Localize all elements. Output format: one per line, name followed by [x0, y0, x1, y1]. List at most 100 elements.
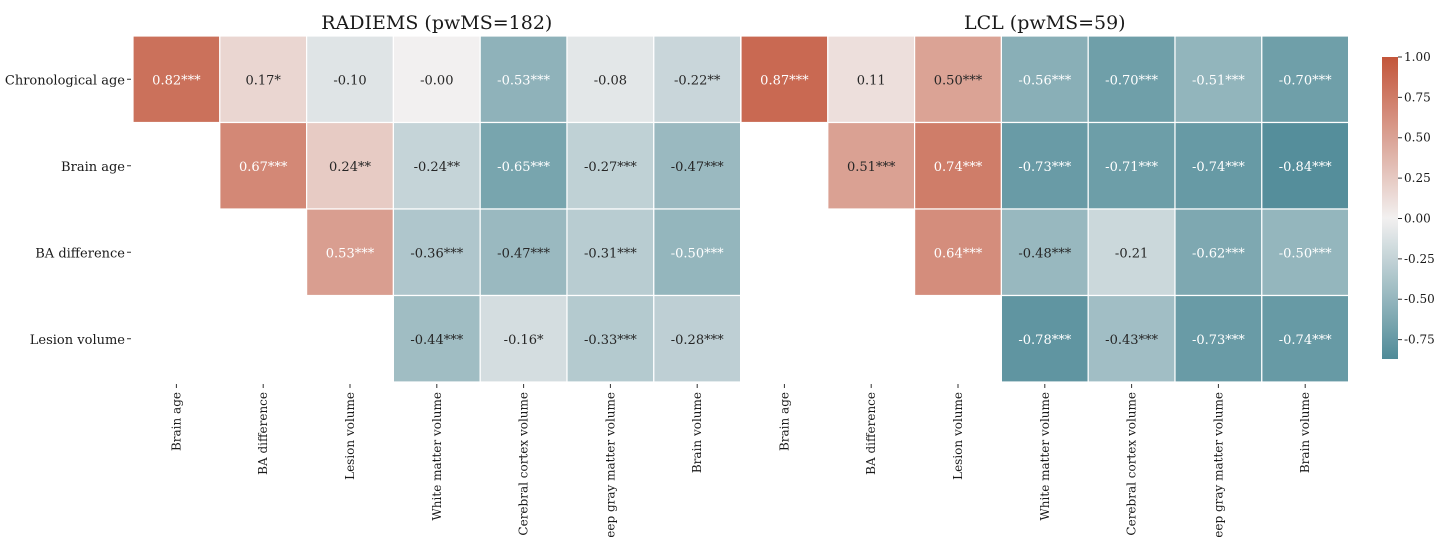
- cell-annotation: -0.00: [420, 73, 453, 88]
- row-label: Chronological age: [5, 73, 125, 88]
- cell-annotation: 0.17*: [245, 73, 281, 88]
- cell-annotation: -0.71***: [1105, 160, 1158, 175]
- cell-annotation: -0.16*: [504, 333, 544, 348]
- colorbar-tick-label: -0.75: [1404, 333, 1435, 347]
- heatmap-cell: [392, 35, 481, 124]
- column-label: Lesion volume: [951, 392, 965, 480]
- heatmap-panel-radiems-pwms-182: RADIEMS (pwMS=182) 0.82*** 0.17* -0.10 -0.00…: [5, 12, 742, 537]
- column-label: Brain volume: [1298, 392, 1312, 473]
- cell-annotation: 0.51***: [847, 160, 896, 175]
- heatmap-cell: [132, 35, 221, 124]
- cell-annotation: 0.11: [857, 73, 886, 88]
- cell-annotation: 0.74***: [934, 160, 983, 175]
- heatmap-cell: [653, 294, 742, 383]
- heatmap-cell: [306, 35, 395, 124]
- heatmap-cell: [1261, 35, 1350, 124]
- heatmap-cell: [740, 35, 829, 124]
- row-label: Brain age: [61, 160, 125, 175]
- cell-annotation: -0.10: [333, 73, 366, 88]
- panel-title: LCL (pwMS=59): [964, 12, 1126, 34]
- cell-annotation: -0.70***: [1105, 73, 1158, 88]
- colorbar-tick-label: 0.50: [1404, 131, 1431, 145]
- heatmap-cell: [1174, 208, 1263, 297]
- colorbar-tick-label: -0.50: [1404, 292, 1435, 306]
- cell-annotation: -0.24**: [414, 160, 461, 175]
- cell-annotation: -0.33***: [584, 333, 637, 348]
- cell-annotation: 0.82***: [152, 73, 201, 88]
- heatmap-cell: [913, 208, 1002, 297]
- cell-annotation: 0.67***: [239, 160, 288, 175]
- cell-annotation: -0.78***: [1018, 333, 1071, 348]
- cell-annotation: -0.70***: [1279, 73, 1332, 88]
- cell-annotation: -0.22**: [674, 73, 721, 88]
- column-label: Deep gray matter volume: [1211, 392, 1225, 537]
- column-label: Lesion volume: [343, 392, 357, 480]
- heatmap-cell: [653, 208, 742, 297]
- cell-annotation: 0.64***: [934, 246, 983, 261]
- heatmap-cell: [566, 208, 655, 297]
- heatmap-cell: [479, 208, 568, 297]
- column-label: Brain volume: [690, 392, 704, 473]
- cell-annotation: -0.36***: [410, 246, 463, 261]
- colorbar-gradient: [1382, 57, 1398, 359]
- colorbar-tick-label: 0.00: [1404, 211, 1431, 225]
- cell-annotation: -0.65***: [497, 160, 550, 175]
- cell-annotation: -0.47***: [497, 246, 550, 261]
- cell-annotation: -0.73***: [1018, 160, 1071, 175]
- cell-annotation: -0.62***: [1192, 246, 1245, 261]
- cell-annotation: -0.28***: [671, 333, 724, 348]
- heatmap-panel-lcl-pwms-59: LCL (pwMS=59) 0.87*** 0.11 0.50*** -0.56*** -…: [740, 12, 1350, 537]
- heatmap-cell: [479, 294, 568, 383]
- cell-annotation: -0.74***: [1192, 160, 1245, 175]
- cell-annotation: -0.08: [594, 73, 627, 88]
- heatmap-cell: [827, 35, 916, 124]
- cell-annotation: 0.87***: [760, 73, 809, 88]
- heatmap-cell: [1000, 208, 1089, 297]
- cell-annotation: 0.24**: [329, 160, 371, 175]
- cell-annotation: 0.53***: [326, 246, 375, 261]
- cell-annotation: -0.47***: [671, 160, 724, 175]
- cell-annotation: -0.53***: [497, 73, 550, 88]
- heatmap-cell: [1087, 35, 1176, 124]
- cell-annotation: -0.56***: [1018, 73, 1071, 88]
- panel-title: RADIEMS (pwMS=182): [321, 12, 552, 34]
- column-label: Brain age: [169, 392, 183, 451]
- cell-annotation: -0.27***: [584, 160, 637, 175]
- row-label: Lesion volume: [30, 333, 126, 348]
- heatmap-cell: [219, 35, 308, 124]
- column-label: Brain age: [777, 392, 791, 451]
- heatmap-cell: [392, 121, 481, 210]
- heatmap-cell: [1087, 294, 1176, 383]
- heatmap-cell: [566, 35, 655, 124]
- heatmap-cell: [306, 208, 395, 297]
- column-label: White matter volume: [430, 392, 444, 521]
- heatmap-cell: [219, 121, 308, 210]
- colorbar-tick-label: 1.00: [1404, 50, 1431, 64]
- heatmap-cell: [1174, 294, 1263, 383]
- heatmap-cell: [913, 121, 1002, 210]
- colorbar: 1.00 0.75 0.50 0.25 0.00 -0.25 -0.50 -0.75: [1382, 50, 1435, 359]
- cell-annotation: -0.44***: [410, 333, 463, 348]
- column-label: Cerebral cortex volume: [517, 392, 531, 536]
- cell-annotation: -0.21: [1115, 246, 1148, 261]
- heatmap-cell: [1261, 208, 1350, 297]
- cell-annotation: -0.50***: [671, 246, 724, 261]
- cell-annotation: -0.74***: [1279, 333, 1332, 348]
- column-label: Cerebral cortex volume: [1125, 392, 1139, 536]
- heatmap-cell: [392, 294, 481, 383]
- colorbar-tick-label: 0.25: [1404, 171, 1431, 185]
- cell-annotation: -0.50***: [1279, 246, 1332, 261]
- cell-annotation: 0.50***: [934, 73, 983, 88]
- cell-annotation: -0.31***: [584, 246, 637, 261]
- heatmap-cell: [1000, 294, 1089, 383]
- heatmap-cell: [566, 294, 655, 383]
- colorbar-tick-label: 0.75: [1404, 90, 1431, 104]
- heatmap-cell: [1087, 121, 1176, 210]
- column-label: BA difference: [864, 392, 878, 475]
- heatmap-cell: [827, 121, 916, 210]
- cell-annotation: -0.73***: [1192, 333, 1245, 348]
- heatmap-cell: [1000, 121, 1089, 210]
- heatmap-cell: [1261, 294, 1350, 383]
- heatmap-cell: [1261, 121, 1350, 210]
